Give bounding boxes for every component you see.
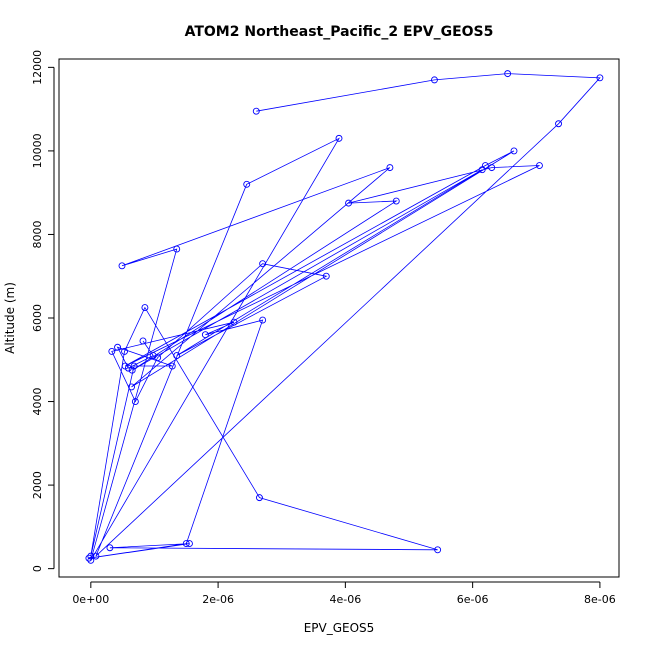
- data-point: [392, 197, 400, 205]
- data-point: [510, 147, 518, 155]
- data-point: [345, 199, 352, 207]
- y-axis: 0 2000 4000 6000 8000 10000 12000: [31, 50, 55, 572]
- data-point: [256, 494, 263, 502]
- data-point: [128, 366, 136, 374]
- data-point: [182, 540, 190, 548]
- data-point: [131, 398, 139, 405]
- data-point: [536, 162, 543, 169]
- x-tick-label: 8e-06: [584, 593, 616, 606]
- data-point: [92, 552, 100, 560]
- y-tick-label: 8000: [31, 220, 44, 248]
- data-point: [149, 352, 157, 360]
- data-point: [186, 540, 193, 548]
- data-point: [488, 164, 496, 172]
- y-tick-label: 12000: [31, 50, 44, 85]
- x-axis: 0e+00 2e-06 4e-06 6e-06 8e-06: [72, 581, 616, 606]
- data-point: [596, 74, 604, 82]
- plot-area: [58, 58, 620, 578]
- data-point: [85, 554, 93, 562]
- y-axis-label: Altitude (m): [3, 282, 17, 354]
- data-point: [259, 260, 267, 268]
- data-point: [386, 164, 394, 172]
- y-tick-label: 4000: [31, 388, 44, 416]
- y-tick-label: 6000: [31, 304, 44, 332]
- data-point: [168, 362, 176, 370]
- data-point: [478, 166, 486, 174]
- data-point: [141, 304, 149, 312]
- data-point: [504, 70, 512, 78]
- data-point: [431, 76, 438, 84]
- data-point: [87, 556, 95, 564]
- data-point: [128, 383, 135, 391]
- data-point: [230, 318, 238, 326]
- data-point: [434, 546, 442, 554]
- data-point: [139, 337, 147, 345]
- data-point: [322, 272, 330, 280]
- data-point: [173, 352, 181, 360]
- data-point: [121, 347, 128, 355]
- x-tick-label: 4e-06: [329, 593, 361, 606]
- data-point: [252, 107, 260, 115]
- data-point: [243, 180, 251, 188]
- chart-title: ATOM2 Northeast_Pacific_2 EPV_GEOS5: [185, 24, 494, 40]
- data-point: [124, 364, 132, 372]
- x-axis-label: EPV_GEOS5: [304, 621, 375, 635]
- data-point: [118, 262, 126, 270]
- data-point: [259, 316, 267, 324]
- data-point: [201, 331, 209, 339]
- x-tick-label: 0e+00: [72, 593, 109, 606]
- data-point: [108, 347, 116, 355]
- data-point: [555, 120, 562, 128]
- y-tick-label: 0: [31, 565, 44, 572]
- data-point: [154, 354, 162, 362]
- y-tick-label: 2000: [31, 471, 44, 499]
- plot-frame: [58, 58, 620, 578]
- data-point: [173, 245, 181, 253]
- y-tick-label: 10000: [31, 133, 44, 168]
- data-point: [114, 343, 121, 351]
- x-tick-label: 6e-06: [457, 593, 489, 606]
- data-point: [87, 552, 95, 560]
- data-point: [335, 134, 343, 142]
- series-line: [88, 73, 601, 561]
- x-tick-label: 2e-06: [202, 593, 234, 606]
- data-point: [106, 544, 114, 552]
